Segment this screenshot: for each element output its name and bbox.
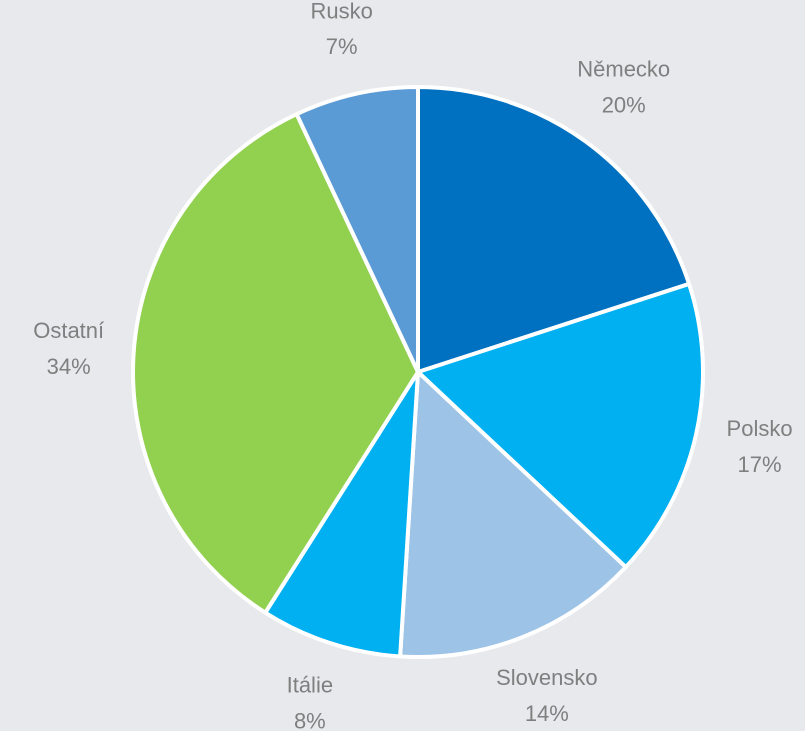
slice-label: Rusko	[310, 0, 372, 23]
slice-label: Ostatní	[33, 318, 104, 343]
slice-value-label: 34%	[47, 354, 91, 379]
slice-value-label: 7%	[326, 34, 358, 59]
pie-slice	[416, 85, 692, 374]
slice-label: Itálie	[287, 673, 333, 698]
slice-label: Slovensko	[496, 665, 598, 690]
slice-value-label: 14%	[525, 701, 569, 726]
slice-label: Německo	[577, 57, 670, 82]
slice-label: Polsko	[727, 416, 793, 441]
pie-slice	[294, 85, 420, 374]
slice-value-label: 17%	[738, 452, 782, 477]
pie-slice	[263, 370, 420, 659]
slice-value-label: 20%	[602, 93, 646, 118]
pie-slice	[131, 112, 420, 615]
pie-slice	[416, 281, 705, 570]
slice-value-label: 8%	[294, 709, 326, 731]
pie-slice	[398, 370, 628, 659]
